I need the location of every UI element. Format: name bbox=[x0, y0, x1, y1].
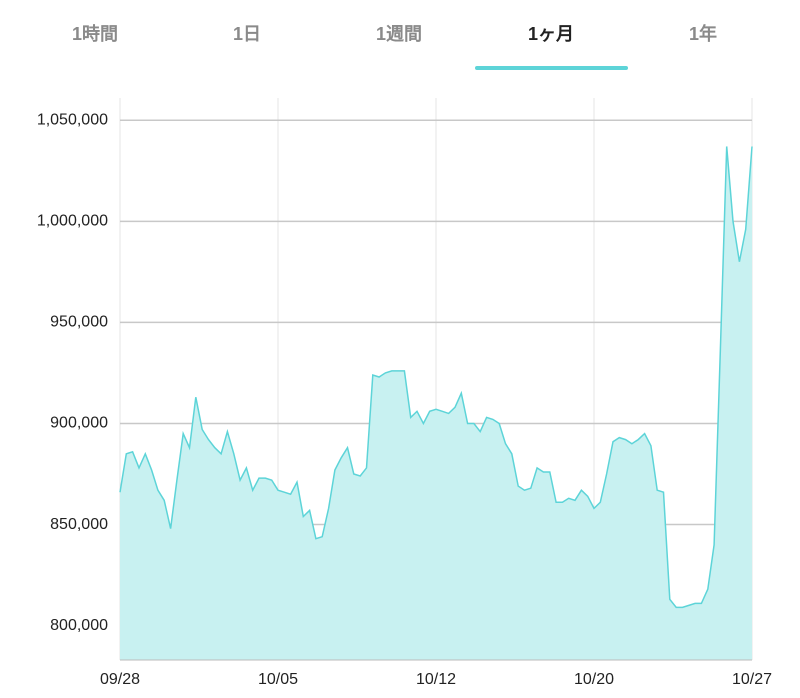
y-tick-label: 1,000,000 bbox=[37, 213, 108, 230]
x-tick-label: 10/05 bbox=[258, 671, 298, 688]
x-tick-label: 09/28 bbox=[100, 671, 140, 688]
tab-bar: 1時間 1日 1週間 1ヶ月 1年 bbox=[0, 0, 800, 72]
x-tick-label: 10/20 bbox=[574, 671, 614, 688]
x-tick-label: 10/12 bbox=[416, 671, 456, 688]
y-tick-label: 850,000 bbox=[50, 516, 108, 533]
area bbox=[120, 146, 752, 660]
line bbox=[119, 146, 753, 609]
tab[interactable]: 1週間 bbox=[375, 24, 422, 44]
tab-selected[interactable]: 1ヶ月 bbox=[527, 24, 574, 44]
y-tick-label: 950,000 bbox=[50, 314, 108, 331]
tab[interactable]: 1日 bbox=[232, 24, 261, 44]
y-tick-label: 900,000 bbox=[50, 415, 108, 432]
y-tick-label: 800,000 bbox=[50, 617, 108, 634]
x-tick-label: 10/27 bbox=[732, 671, 772, 688]
tab[interactable]: 1時間 bbox=[71, 24, 118, 44]
tab-underline bbox=[475, 66, 628, 70]
y-tick-label: 1,050,000 bbox=[37, 111, 108, 128]
tab[interactable]: 1年 bbox=[688, 24, 717, 44]
